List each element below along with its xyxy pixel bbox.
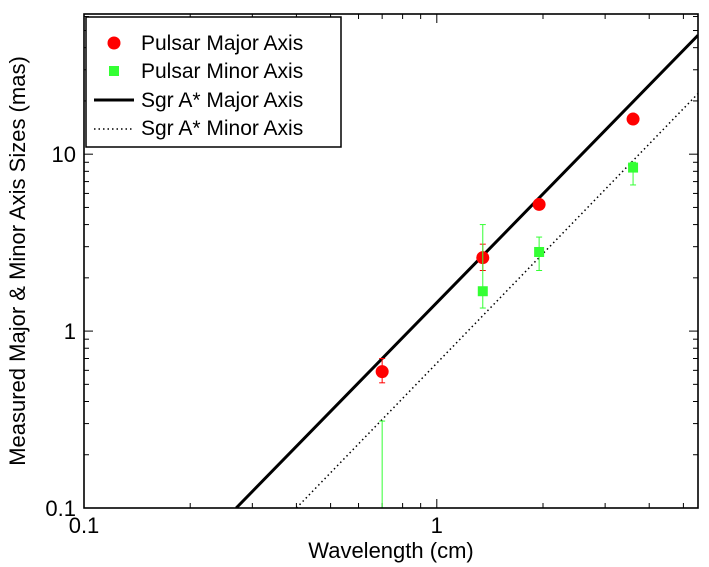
data-point-pulsar-major [626,112,640,126]
legend-label-sgra-major: Sgr A* Major Axis [141,89,303,112]
legend-label-pulsar-minor: Pulsar Minor Axis [141,60,303,83]
y-axis-label: Measured Major & Minor Axis Sizes (mas) [5,56,30,466]
x-tick-label: 1 [431,513,443,538]
legend-box [85,16,342,148]
y-tick-label: 1 [64,319,76,344]
y-tick-label: 0.1 [45,496,76,521]
legend-label-pulsar-major: Pulsar Major Axis [141,32,303,55]
data-point-pulsar-major [375,365,389,379]
series-line-sgra-major [235,34,698,508]
data-point-pulsar-minor [534,246,545,257]
legend-label-sgra-minor: Sgr A* Minor Axis [141,117,303,140]
legend-marker-pulsar-major [107,36,121,50]
x-axis-label: Wavelength (cm) [308,538,473,563]
plot-frame [83,13,699,509]
y-tick-label: 10 [52,142,76,167]
plot-layer: 0.1 1 0.1 1 10 [45,14,698,538]
data-point-pulsar-major [532,197,546,211]
data-point-pulsar-minor [477,286,488,297]
legend-marker-pulsar-minor [109,66,119,76]
data-point-pulsar-minor [628,162,639,173]
x-tick-label: 0.1 [69,513,100,538]
legend: Pulsar Major Axis Pulsar Minor Axis Sgr … [85,16,342,148]
series-line-sgra-minor [295,93,698,508]
